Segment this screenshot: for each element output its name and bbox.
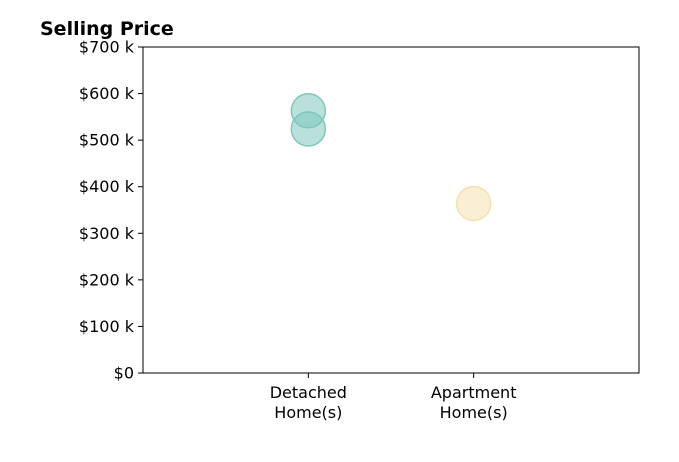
- y-tick-label: $500 k: [79, 131, 135, 150]
- x-tick-label-line: Home(s): [274, 403, 342, 422]
- x-tick-label-line: Detached: [270, 383, 347, 402]
- y-tick-label: $200 k: [79, 270, 135, 289]
- y-axis: $0 $100 k $200 k $300 k $400 k $500 k $600 k $7…: [79, 38, 143, 383]
- data-point-2: [290, 111, 327, 147]
- chart-title: Selling Price: [40, 18, 174, 40]
- y-tick-label: $0: [114, 364, 134, 383]
- data-point-3: [455, 185, 492, 222]
- y-tick-label: $600 k: [79, 84, 135, 103]
- y-tick-label: $400 k: [79, 177, 135, 196]
- y-tick-label: $300 k: [79, 224, 135, 243]
- data-points: [290, 93, 492, 222]
- x-tick-label-line: Apartment: [431, 383, 517, 402]
- x-tick-label-line: Home(s): [440, 403, 508, 422]
- plot-area-frame: [142, 46, 640, 374]
- x-tick-label: Apartment Home(s): [431, 383, 517, 422]
- y-tick-label: $100 k: [79, 317, 135, 336]
- x-tick-label: Detached Home(s): [270, 383, 347, 422]
- y-tick-label: $700 k: [79, 38, 135, 57]
- x-axis: Detached Home(s)Apartment Home(s): [270, 373, 517, 422]
